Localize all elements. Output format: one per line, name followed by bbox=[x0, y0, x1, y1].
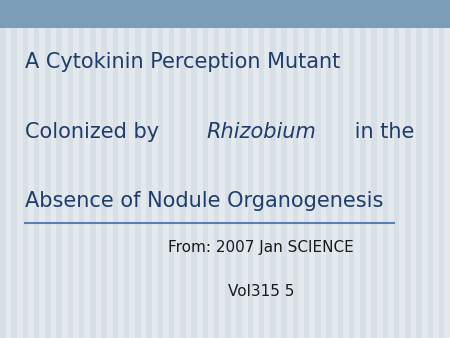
Text: in the: in the bbox=[348, 122, 414, 142]
Text: A Cytokinin Perception Mutant: A Cytokinin Perception Mutant bbox=[25, 52, 340, 72]
Bar bbox=[388, 0, 394, 338]
Bar bbox=[40, 0, 45, 338]
Bar bbox=[265, 0, 270, 338]
Bar bbox=[355, 0, 360, 338]
Bar bbox=[191, 0, 197, 338]
Bar bbox=[315, 0, 321, 338]
Bar bbox=[248, 0, 253, 338]
Text: Absence of Nodule Organogenesis: Absence of Nodule Organogenesis bbox=[25, 191, 383, 211]
Bar bbox=[101, 0, 107, 338]
Bar bbox=[225, 0, 230, 338]
Bar bbox=[22, 0, 28, 338]
Bar bbox=[416, 0, 422, 338]
Bar bbox=[56, 0, 62, 338]
Bar bbox=[50, 0, 56, 338]
Bar bbox=[349, 0, 355, 338]
Bar bbox=[34, 0, 40, 338]
Bar bbox=[158, 0, 163, 338]
Bar bbox=[112, 0, 118, 338]
Bar bbox=[338, 0, 343, 338]
Bar bbox=[73, 0, 79, 338]
Bar bbox=[0, 0, 5, 338]
Text: From: 2007 Jan SCIENCE: From: 2007 Jan SCIENCE bbox=[168, 240, 354, 255]
Bar bbox=[242, 0, 248, 338]
Bar bbox=[68, 0, 73, 338]
Bar bbox=[253, 0, 259, 338]
Bar bbox=[310, 0, 315, 338]
Bar bbox=[197, 0, 202, 338]
Bar bbox=[270, 0, 276, 338]
Bar bbox=[5, 0, 11, 338]
Bar bbox=[292, 0, 298, 338]
Bar bbox=[140, 0, 146, 338]
Bar bbox=[208, 0, 214, 338]
Bar bbox=[135, 0, 141, 338]
Bar bbox=[231, 0, 236, 338]
Bar bbox=[236, 0, 242, 338]
Bar bbox=[394, 0, 400, 338]
Bar bbox=[360, 0, 365, 338]
Text: Vol315 5: Vol315 5 bbox=[228, 284, 294, 299]
Bar bbox=[411, 0, 416, 338]
Bar bbox=[220, 0, 225, 338]
Bar bbox=[433, 0, 439, 338]
Bar bbox=[259, 0, 265, 338]
Bar bbox=[428, 0, 433, 338]
Bar bbox=[439, 0, 445, 338]
Bar bbox=[400, 0, 405, 338]
Bar bbox=[146, 0, 152, 338]
Bar bbox=[169, 0, 175, 338]
Bar bbox=[281, 0, 287, 338]
Bar bbox=[163, 0, 169, 338]
Bar bbox=[298, 0, 304, 338]
Bar bbox=[186, 0, 191, 338]
Bar bbox=[304, 0, 310, 338]
Bar bbox=[107, 0, 112, 338]
Bar bbox=[28, 0, 34, 338]
Bar bbox=[445, 0, 450, 338]
Bar bbox=[130, 0, 135, 338]
Bar bbox=[79, 0, 85, 338]
Text: Colonized by: Colonized by bbox=[25, 122, 166, 142]
Bar bbox=[275, 0, 281, 338]
Text: Rhizobium: Rhizobium bbox=[207, 122, 316, 142]
Bar bbox=[62, 0, 68, 338]
Bar bbox=[96, 0, 101, 338]
Bar bbox=[382, 0, 388, 338]
Bar bbox=[214, 0, 220, 338]
Bar bbox=[90, 0, 95, 338]
Bar bbox=[405, 0, 410, 338]
Bar bbox=[365, 0, 371, 338]
Bar bbox=[287, 0, 292, 338]
Bar bbox=[202, 0, 208, 338]
Bar bbox=[343, 0, 349, 338]
Bar bbox=[85, 0, 90, 338]
Bar bbox=[124, 0, 130, 338]
Bar bbox=[332, 0, 338, 338]
Bar bbox=[371, 0, 377, 338]
Bar bbox=[17, 0, 22, 338]
Bar bbox=[175, 0, 180, 338]
Bar bbox=[0, 0, 450, 28]
Bar bbox=[326, 0, 332, 338]
Bar bbox=[11, 0, 17, 338]
Bar bbox=[152, 0, 158, 338]
Bar bbox=[118, 0, 124, 338]
Bar bbox=[180, 0, 185, 338]
Bar bbox=[320, 0, 326, 338]
Bar bbox=[377, 0, 382, 338]
Bar bbox=[422, 0, 427, 338]
Bar bbox=[45, 0, 50, 338]
